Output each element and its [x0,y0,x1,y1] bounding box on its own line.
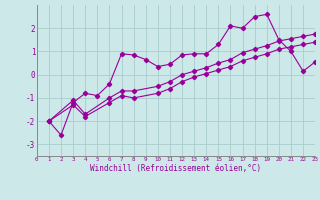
X-axis label: Windchill (Refroidissement éolien,°C): Windchill (Refroidissement éolien,°C) [91,164,261,173]
